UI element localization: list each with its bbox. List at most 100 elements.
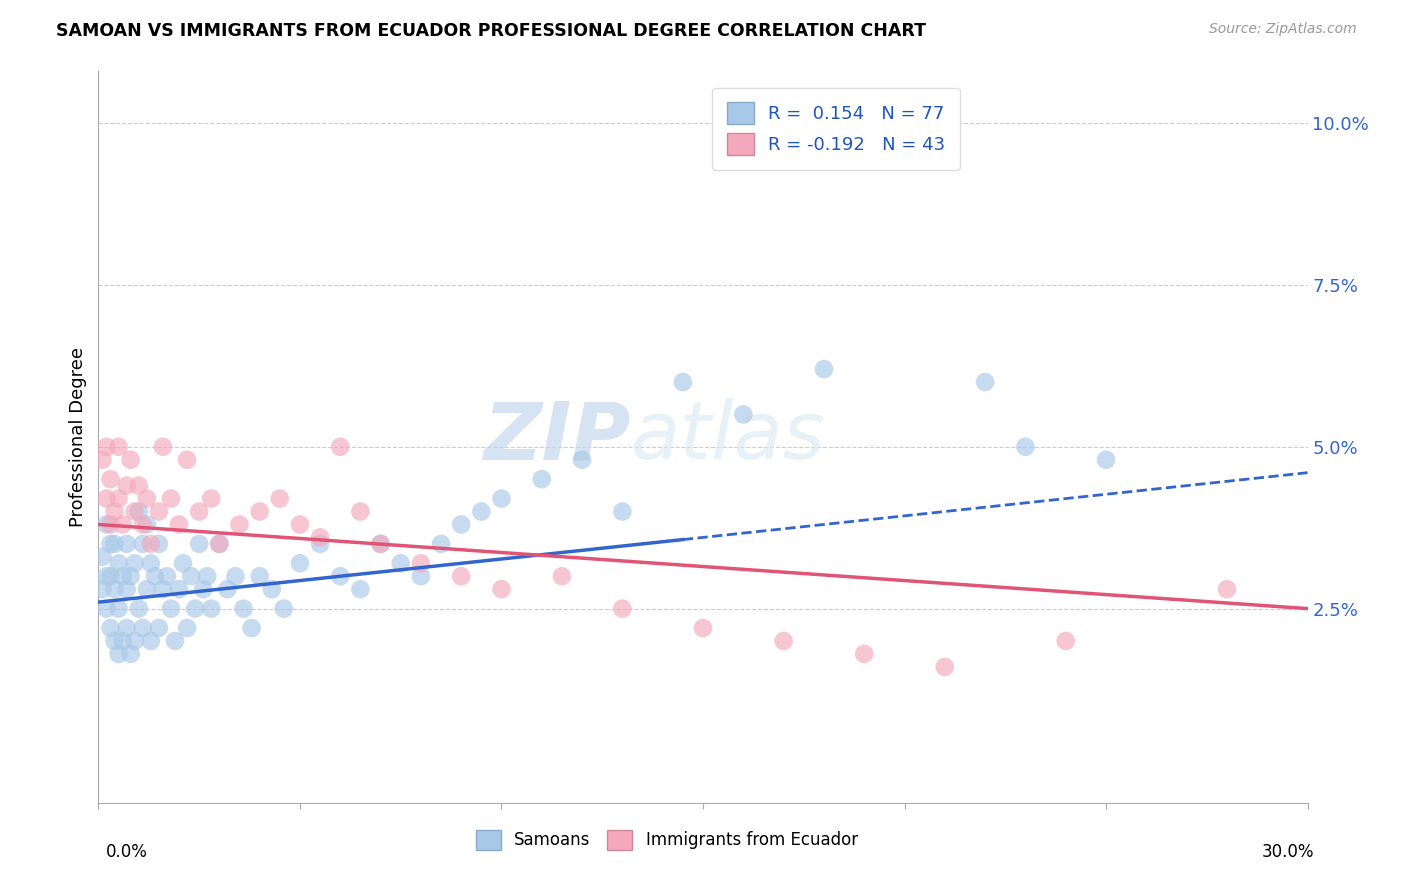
Point <box>232 601 254 615</box>
Point <box>115 621 138 635</box>
Point <box>200 491 222 506</box>
Point <box>96 601 118 615</box>
Point <box>309 537 332 551</box>
Point <box>180 569 202 583</box>
Point <box>288 517 311 532</box>
Point <box>91 452 114 467</box>
Point <box>115 537 138 551</box>
Point <box>135 517 157 532</box>
Point <box>139 557 162 571</box>
Point <box>103 634 125 648</box>
Point <box>124 557 146 571</box>
Point <box>96 569 118 583</box>
Point <box>120 569 142 583</box>
Text: atlas: atlas <box>630 398 825 476</box>
Point <box>148 537 170 551</box>
Point <box>188 504 211 518</box>
Point <box>107 557 129 571</box>
Point <box>1216 582 1239 597</box>
Point <box>96 491 118 506</box>
Point <box>249 569 271 583</box>
Point <box>132 621 155 635</box>
Point <box>208 537 231 551</box>
Point <box>148 621 170 635</box>
Point <box>176 621 198 635</box>
Point <box>329 440 352 454</box>
Point <box>188 537 211 551</box>
Point <box>100 621 122 635</box>
Point <box>163 634 186 648</box>
Point <box>389 557 412 571</box>
Point <box>172 557 194 571</box>
Point <box>91 582 114 597</box>
Point <box>1014 440 1036 454</box>
Point <box>571 452 593 467</box>
Point <box>692 621 714 635</box>
Point <box>772 634 794 648</box>
Point <box>100 569 122 583</box>
Point <box>217 582 239 597</box>
Point <box>143 569 166 583</box>
Point <box>370 537 392 551</box>
Point <box>124 504 146 518</box>
Point <box>240 621 263 635</box>
Point <box>1054 634 1077 648</box>
Point <box>450 569 472 583</box>
Point <box>96 440 118 454</box>
Point <box>470 504 492 518</box>
Point <box>349 582 371 597</box>
Point <box>184 601 207 615</box>
Point <box>160 491 183 506</box>
Point <box>269 491 291 506</box>
Point <box>873 148 896 162</box>
Point <box>132 537 155 551</box>
Point <box>111 517 134 532</box>
Text: Source: ZipAtlas.com: Source: ZipAtlas.com <box>1209 22 1357 37</box>
Point <box>103 582 125 597</box>
Point <box>120 647 142 661</box>
Point <box>672 375 695 389</box>
Point <box>103 537 125 551</box>
Point <box>148 504 170 518</box>
Point <box>260 582 283 597</box>
Point <box>974 375 997 389</box>
Point <box>491 582 513 597</box>
Point <box>167 582 190 597</box>
Point <box>430 537 453 551</box>
Point <box>193 582 215 597</box>
Point <box>139 537 162 551</box>
Point <box>309 530 332 544</box>
Point <box>370 537 392 551</box>
Point <box>111 569 134 583</box>
Point <box>813 362 835 376</box>
Point <box>934 660 956 674</box>
Point <box>91 549 114 564</box>
Point <box>135 582 157 597</box>
Point <box>132 517 155 532</box>
Point <box>200 601 222 615</box>
Point <box>612 504 634 518</box>
Point <box>288 557 311 571</box>
Point <box>228 517 250 532</box>
Point <box>450 517 472 532</box>
Point <box>195 569 218 583</box>
Point <box>249 504 271 518</box>
Point <box>612 601 634 615</box>
Point <box>349 504 371 518</box>
Point <box>115 582 138 597</box>
Point <box>409 569 432 583</box>
Point <box>167 517 190 532</box>
Point <box>853 647 876 661</box>
Point <box>107 601 129 615</box>
Text: 30.0%: 30.0% <box>1263 843 1315 861</box>
Point <box>107 647 129 661</box>
Point <box>107 491 129 506</box>
Point <box>124 634 146 648</box>
Point <box>128 601 150 615</box>
Point <box>128 504 150 518</box>
Point <box>128 478 150 492</box>
Point <box>100 472 122 486</box>
Point <box>491 491 513 506</box>
Point <box>551 569 574 583</box>
Point <box>96 517 118 532</box>
